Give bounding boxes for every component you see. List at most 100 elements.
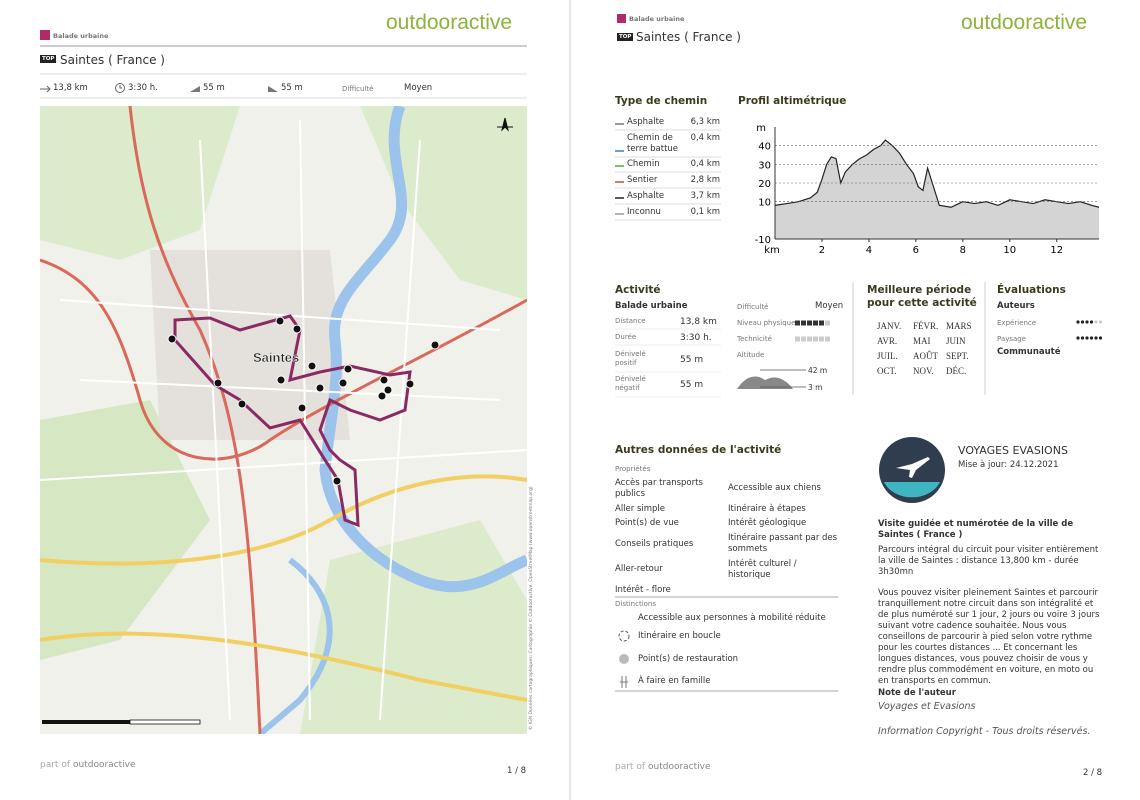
footer-brand: outdooractive <box>648 762 711 772</box>
category-icon <box>40 30 50 40</box>
difficulty-value: Moyen <box>815 301 844 311</box>
x-tick-label: 12 <box>1050 245 1063 256</box>
brand-logo: outdooractive <box>386 11 513 34</box>
month: JUIL. <box>877 351 898 361</box>
distinction: À faire en famille <box>638 676 711 686</box>
path-type-length: 3,7 km <box>690 191 720 201</box>
dot <box>1089 320 1094 324</box>
dot <box>1094 320 1098 324</box>
month: MAI <box>913 336 931 346</box>
x-unit: km <box>764 245 780 256</box>
x-tick-label: 10 <box>1003 245 1016 256</box>
path-type-name: Asphalte <box>627 191 665 201</box>
level-label: Niveau physique <box>737 319 796 327</box>
dot <box>813 336 818 342</box>
author-heading: Visite guidée et numérotée de la ville d… <box>878 519 1074 540</box>
month: JUIN <box>946 336 966 346</box>
activity-label: Dénivelé négatif <box>615 375 646 392</box>
stat-label: Difficulté <box>342 85 374 93</box>
category: Balade urbaine <box>53 32 109 40</box>
month: AVR. <box>877 336 898 346</box>
dot <box>1080 336 1085 340</box>
month: SEPT. <box>946 351 969 361</box>
month: JANV. <box>877 321 902 331</box>
dot <box>801 320 806 326</box>
month: AOÛT <box>913 351 938 361</box>
dot <box>795 336 800 342</box>
path-type-name: Sentier <box>627 175 658 185</box>
month: FÉVR. <box>913 321 939 331</box>
map-credit: © IGN Données cartographiques: Cartograp… <box>527 486 534 730</box>
activity-value: 55 m <box>680 380 704 390</box>
map-label: Saintes <box>253 350 299 365</box>
path-type-name: Inconnu <box>627 207 661 217</box>
profile-area <box>775 140 1099 239</box>
property: Itinéraire passant par des sommets <box>728 533 838 554</box>
x-tick-label: 2 <box>819 245 825 256</box>
page-number: 2 / 8 <box>1083 768 1103 778</box>
difficulty-label: Difficulté <box>737 303 769 311</box>
copyright: Information Copyright - Tous droits rése… <box>878 726 1091 737</box>
dot <box>795 320 800 326</box>
section-title: Évaluations <box>997 284 1066 296</box>
author-paragraph: Parcours intégral du circuit pour visite… <box>878 545 1099 577</box>
title: Saintes ( France ) <box>60 53 165 67</box>
path-type-length: 6,3 km <box>690 117 720 127</box>
activity-subtitle: Balade urbaine <box>615 301 688 311</box>
property: Itinéraire à étapes <box>728 504 806 514</box>
property: Intérêt culturel / historique <box>728 559 797 580</box>
path-type-length: 0,4 km <box>690 159 720 169</box>
y-tick-label: 10 <box>758 198 771 209</box>
activity-label: Distance <box>615 317 646 325</box>
footer-prefix: part of <box>40 760 70 770</box>
footer-prefix: part of <box>615 762 645 772</box>
path-type-length: 0,4 km <box>690 133 720 143</box>
y-unit: m <box>756 123 766 134</box>
section-title: Activité <box>615 284 661 296</box>
dot <box>1085 336 1089 340</box>
dot <box>1098 336 1103 340</box>
ratings-authors: Auteurs <box>997 301 1035 311</box>
section-title: Type de chemin <box>615 95 708 107</box>
dot <box>1094 336 1098 340</box>
x-tick-label: 8 <box>960 245 966 256</box>
page-number: 1 / 8 <box>507 766 527 776</box>
dot <box>807 320 812 326</box>
author-name: VOYAGES EVASIONS <box>958 444 1068 457</box>
dot <box>807 336 812 342</box>
path-type-length: 2,8 km <box>690 175 720 185</box>
property: Intérêt géologique <box>728 518 807 528</box>
property: Aller simple <box>615 504 666 514</box>
altitude-max: 42 m <box>808 366 828 375</box>
dot <box>825 320 830 326</box>
dot <box>819 336 824 342</box>
properties-label: Propriétés <box>615 465 651 473</box>
x-tick-label: 4 <box>866 245 872 256</box>
author-paragraph: Vous pouvez visiter pleinement Saintes e… <box>878 588 1100 686</box>
distinctions-label: Distinctions <box>615 600 657 608</box>
badge: TOP <box>40 55 57 63</box>
badge: TOP <box>617 33 634 41</box>
dot <box>1085 320 1089 324</box>
stat-ascent: 55 m <box>203 83 225 93</box>
dot <box>1076 336 1080 340</box>
dot <box>825 336 830 342</box>
stat-duration: 3:30 h. <box>128 83 158 93</box>
property: Accès par transports publics <box>615 478 703 499</box>
x-tick-label: 6 <box>913 245 919 256</box>
distinction: Accessible aux personnes à mobilité rédu… <box>638 613 826 623</box>
property: Aller-retour <box>615 564 663 574</box>
activity-value: 55 m <box>680 355 704 365</box>
activity-value: 3:30 h. <box>680 333 712 343</box>
dot <box>1076 320 1080 324</box>
activity-value: 13,8 km <box>680 317 717 327</box>
level-label: Technicité <box>737 335 772 343</box>
note: Voyages et Evasions <box>878 701 976 712</box>
dot <box>1080 320 1085 324</box>
stat-distance: 13,8 km <box>53 83 88 93</box>
chart-title: Profil altimétrique <box>738 95 847 107</box>
property: Accessible aux chiens <box>728 483 821 493</box>
property: Conseils pratiques <box>615 539 694 549</box>
stat-difficulty: Moyen <box>404 83 433 93</box>
